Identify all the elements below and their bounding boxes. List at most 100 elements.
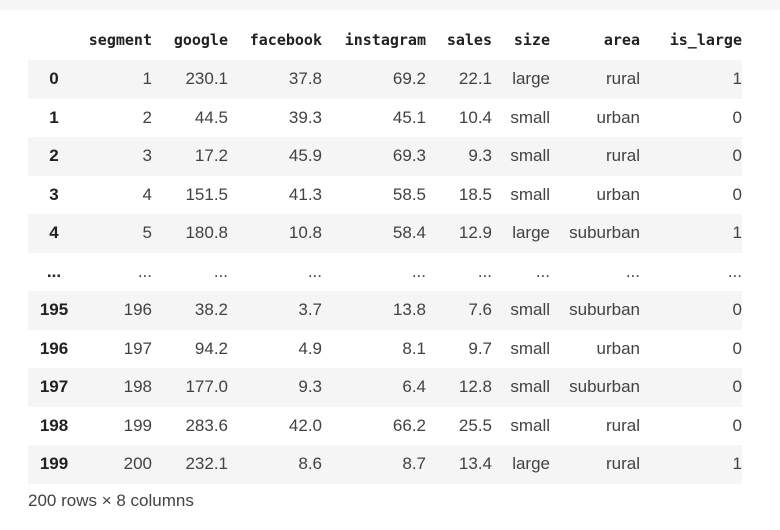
output-top-strip (0, 0, 780, 10)
cell-is-large: 1 (732, 223, 742, 243)
cell-facebook: 3.7 (298, 300, 322, 320)
column-header-size: size (492, 20, 550, 60)
cell-sales: 7.6 (468, 300, 492, 320)
cell-area: urban (596, 338, 640, 358)
cell-segment: 1 (142, 69, 152, 89)
cell-sales: 12.8 (458, 377, 492, 397)
cell-sales: 13.4 (458, 454, 492, 474)
cell-area: rural (605, 454, 640, 474)
table-row: 4 5 180.8 10.8 58.4 12.9 large suburban 1 (28, 214, 742, 253)
table-row: 198 199 283.6 42.0 66.2 25.5 small rural 0 (28, 406, 742, 445)
cell-instagram: 69.3 (392, 146, 426, 166)
column-header-sales: sales (426, 20, 492, 60)
cell-google: 38.2 (194, 300, 228, 320)
cell-size: large (512, 454, 550, 474)
cell-area: suburban (569, 223, 640, 243)
cell-is-large: 0 (732, 184, 742, 204)
cell-google: 177.0 (185, 377, 228, 397)
dataframe-output: segment google facebook instagram sales … (28, 20, 742, 484)
cell-instagram: 58.4 (392, 223, 426, 243)
row-index: ... (46, 261, 62, 281)
table-row: 2 3 17.2 45.9 69.3 9.3 small rural 0 (28, 137, 742, 176)
cell-google: 17.2 (194, 146, 228, 166)
row-index: 2 (49, 146, 59, 166)
cell-area: rural (605, 69, 640, 89)
row-index: 196 (39, 338, 69, 358)
cell-size: large (512, 223, 550, 243)
cell-instagram: 8.7 (402, 454, 426, 474)
cell-size: large (512, 69, 550, 89)
table-row: 196 197 94.2 4.9 8.1 9.7 small urban 0 (28, 329, 742, 368)
table-row: 1 2 44.5 39.3 45.1 10.4 small urban 0 (28, 98, 742, 137)
cell-segment: ... (137, 261, 152, 281)
cell-google: 151.5 (185, 184, 228, 204)
cell-area: urban (596, 184, 640, 204)
cell-sales: 25.5 (458, 415, 492, 435)
cell-facebook: 45.9 (288, 146, 322, 166)
cell-facebook: 37.8 (288, 69, 322, 89)
cell-segment: 200 (123, 454, 152, 474)
cell-area: rural (605, 415, 640, 435)
cell-sales: ... (477, 261, 492, 281)
cell-google: 180.8 (185, 223, 228, 243)
cell-segment: 5 (142, 223, 152, 243)
cell-instagram: 45.1 (392, 107, 426, 127)
cell-instagram: 6.4 (402, 377, 426, 397)
cell-google: 283.6 (185, 415, 228, 435)
table-body: 0 1 230.1 37.8 69.2 22.1 large rural 1 1 2 44.5 39.3… (28, 60, 742, 484)
shape-summary: 200 rows × 8 columns (28, 491, 194, 510)
cell-segment: 3 (142, 146, 152, 166)
cell-is-large: 0 (732, 107, 742, 127)
cell-segment: 196 (123, 300, 152, 320)
cell-sales: 18.5 (458, 184, 492, 204)
cell-size: ... (535, 261, 550, 281)
column-header-facebook: facebook (228, 20, 322, 60)
cell-segment: 4 (142, 184, 152, 204)
column-header-google: google (152, 20, 228, 60)
cell-area: rural (605, 146, 640, 166)
cell-instagram: ... (411, 261, 426, 281)
row-index: 195 (39, 300, 69, 320)
index-header (28, 20, 80, 60)
cell-sales: 9.7 (468, 338, 492, 358)
column-header-instagram: instagram (322, 20, 426, 60)
cell-size: small (510, 146, 550, 166)
cell-is-large: 0 (732, 338, 742, 358)
cell-facebook: 42.0 (288, 415, 322, 435)
cell-facebook: 39.3 (288, 107, 322, 127)
row-index: 3 (49, 184, 59, 204)
cell-instagram: 58.5 (392, 184, 426, 204)
row-index: 197 (39, 377, 69, 397)
table-row: 195 196 38.2 3.7 13.8 7.6 small suburban 0 (28, 291, 742, 330)
cell-facebook: ... (307, 261, 322, 281)
table-row: 0 1 230.1 37.8 69.2 22.1 large rural 1 (28, 60, 742, 99)
column-header-segment: segment (80, 20, 152, 60)
row-index: 1 (49, 107, 59, 127)
cell-sales: 22.1 (458, 69, 492, 89)
cell-google: 94.2 (194, 338, 228, 358)
cell-is-large: ... (727, 261, 742, 281)
cell-facebook: 41.3 (288, 184, 322, 204)
cell-google: 44.5 (194, 107, 228, 127)
table-row: ........................... (28, 252, 742, 291)
cell-is-large: 1 (732, 454, 742, 474)
cell-area: suburban (569, 300, 640, 320)
row-index: 199 (39, 454, 69, 474)
row-index: 0 (49, 69, 59, 89)
cell-facebook: 8.6 (298, 454, 322, 474)
cell-instagram: 69.2 (392, 69, 426, 89)
cell-size: small (510, 377, 550, 397)
cell-sales: 10.4 (458, 107, 492, 127)
row-index: 4 (49, 223, 59, 243)
cell-is-large: 0 (732, 377, 742, 397)
cell-size: small (510, 300, 550, 320)
cell-area: ... (625, 261, 640, 281)
cell-area: urban (596, 107, 640, 127)
cell-instagram: 13.8 (392, 300, 426, 320)
cell-sales: 12.9 (458, 223, 492, 243)
cell-segment: 198 (123, 377, 152, 397)
cell-instagram: 8.1 (402, 338, 426, 358)
cell-google: 232.1 (185, 454, 228, 474)
cell-size: small (510, 415, 550, 435)
header-row: segment google facebook instagram sales … (28, 20, 742, 60)
